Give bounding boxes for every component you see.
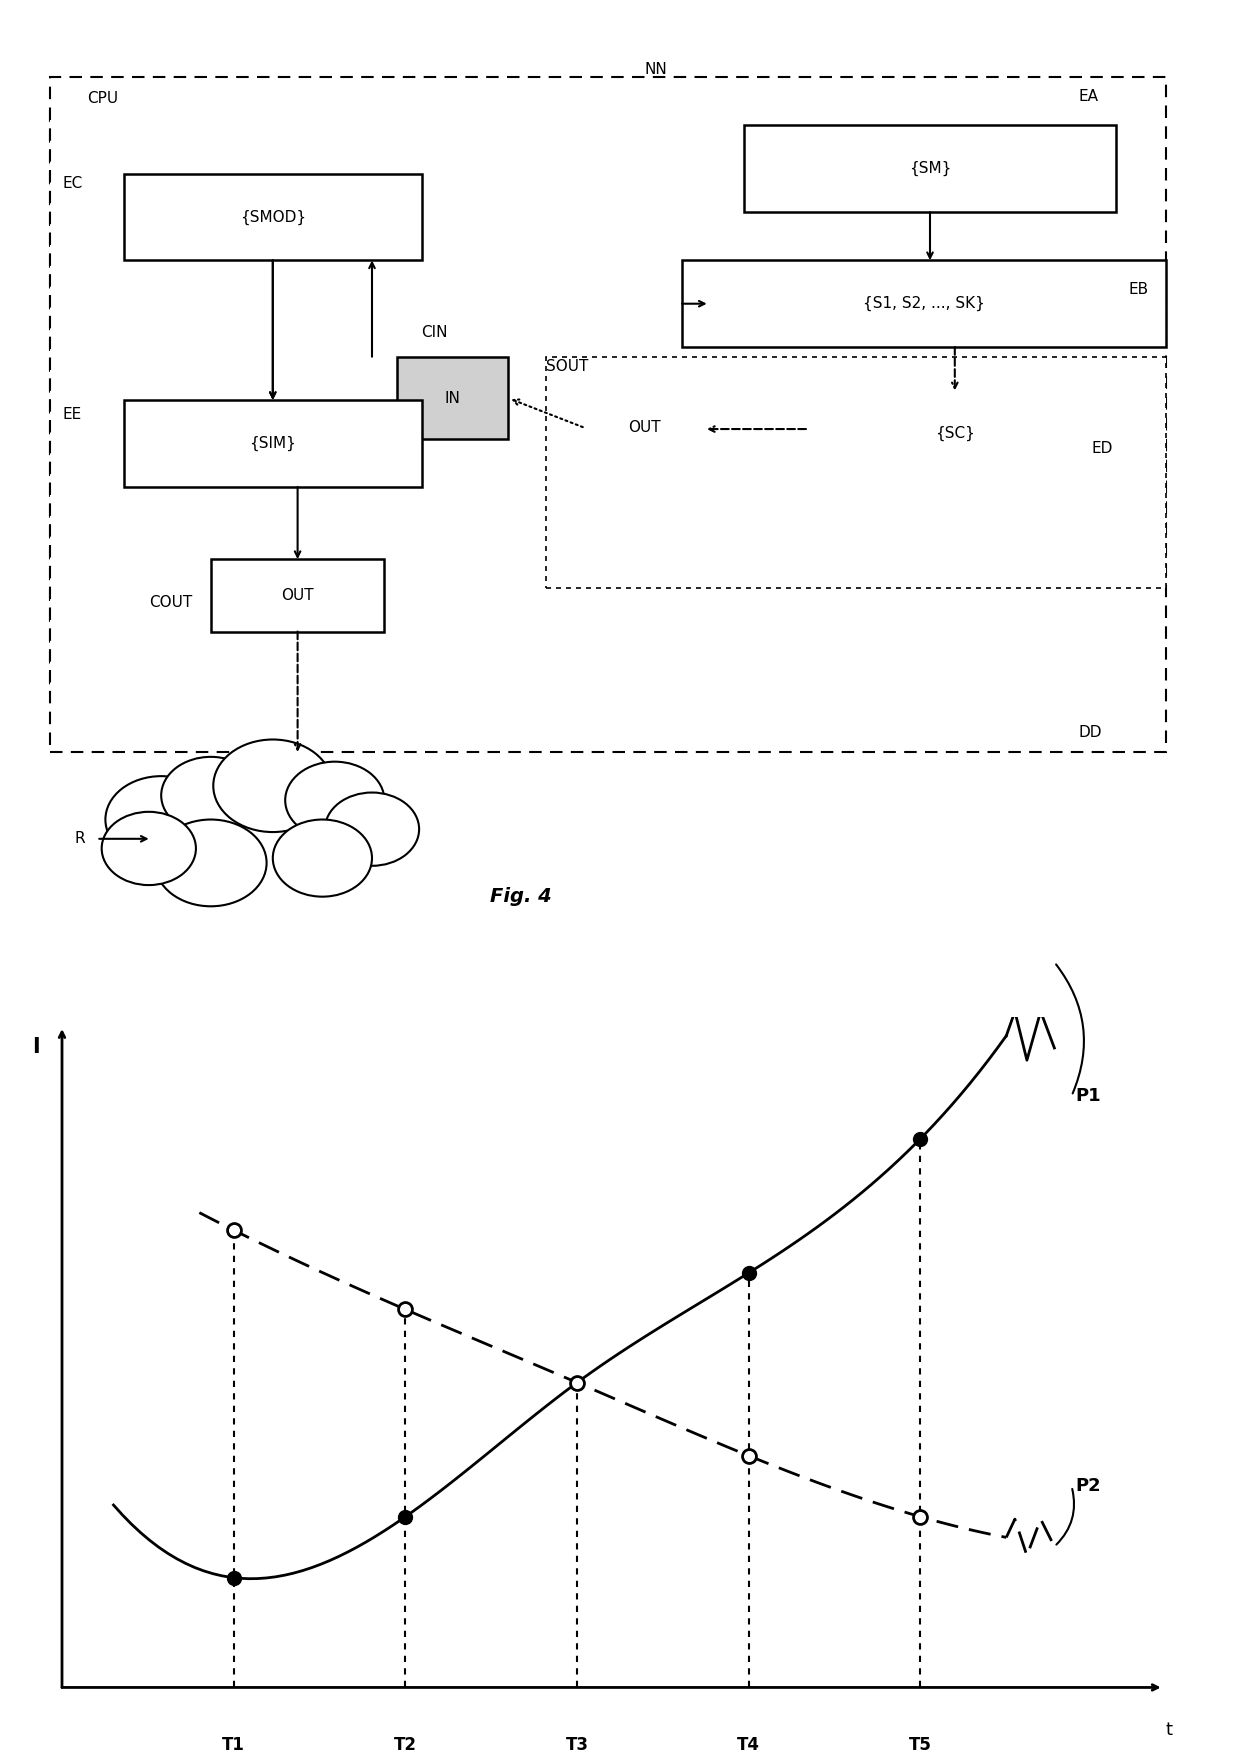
Bar — [124, 400, 422, 487]
Circle shape — [325, 792, 419, 866]
Bar — [211, 559, 384, 631]
Bar — [583, 386, 707, 468]
Text: I: I — [32, 1038, 40, 1057]
Text: EC: EC — [62, 175, 82, 191]
Text: {SC}: {SC} — [935, 426, 975, 442]
Circle shape — [105, 777, 217, 862]
Text: T5: T5 — [909, 1735, 932, 1753]
Text: {SMOD}: {SMOD} — [239, 209, 306, 224]
Circle shape — [155, 820, 267, 906]
Bar — [806, 391, 1104, 477]
Text: T3: T3 — [565, 1735, 589, 1753]
Text: OUT: OUT — [629, 419, 661, 435]
Text: SOUT: SOUT — [546, 359, 588, 373]
Text: CIN: CIN — [422, 324, 448, 340]
Text: T1: T1 — [222, 1735, 246, 1753]
Bar — [50, 77, 1166, 752]
Text: t: t — [1166, 1721, 1173, 1739]
Text: R: R — [74, 831, 86, 847]
Bar — [50, 105, 546, 694]
Text: COUT: COUT — [149, 594, 192, 610]
Bar — [124, 174, 422, 261]
Text: IN: IN — [445, 391, 460, 405]
Text: Fig. 4: Fig. 4 — [490, 887, 552, 906]
Circle shape — [161, 757, 260, 834]
Circle shape — [273, 820, 372, 898]
Text: EA: EA — [1079, 89, 1099, 103]
Circle shape — [102, 812, 196, 885]
Text: P2: P2 — [1075, 1478, 1101, 1495]
Circle shape — [285, 761, 384, 840]
Text: {S1, S2, ..., SK}: {S1, S2, ..., SK} — [863, 296, 985, 312]
Text: NN: NN — [645, 61, 667, 77]
Bar — [397, 358, 508, 438]
Text: ED: ED — [1091, 440, 1112, 456]
Text: CPU: CPU — [87, 91, 118, 107]
Bar — [744, 126, 1116, 212]
Text: {SIM}: {SIM} — [249, 436, 296, 451]
Text: OUT: OUT — [281, 589, 314, 603]
Text: {SM}: {SM} — [909, 161, 951, 177]
Text: T4: T4 — [738, 1735, 760, 1753]
Text: T2: T2 — [394, 1735, 417, 1753]
Text: DD: DD — [1079, 726, 1102, 740]
Text: EE: EE — [62, 407, 82, 422]
Bar — [546, 358, 1166, 589]
Circle shape — [213, 740, 332, 833]
Text: EB: EB — [1128, 282, 1148, 296]
Bar — [682, 261, 1166, 347]
Text: P1: P1 — [1075, 1087, 1101, 1104]
